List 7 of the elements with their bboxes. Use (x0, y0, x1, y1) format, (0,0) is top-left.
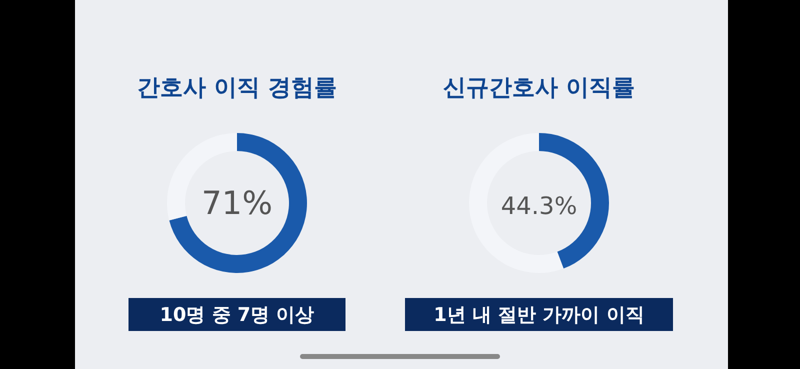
text: 71% (201, 184, 273, 222)
text: 44.3% (500, 192, 578, 220)
chart-title: 신규간호사 이직률 (442, 75, 636, 101)
chart-title: 간호사 이직 경험률 (136, 75, 338, 101)
text: 1년 내 절반 가까이 이직 (434, 304, 644, 326)
donut-slice (169, 133, 307, 273)
text: 10명 중 7명 이상 (160, 304, 314, 326)
